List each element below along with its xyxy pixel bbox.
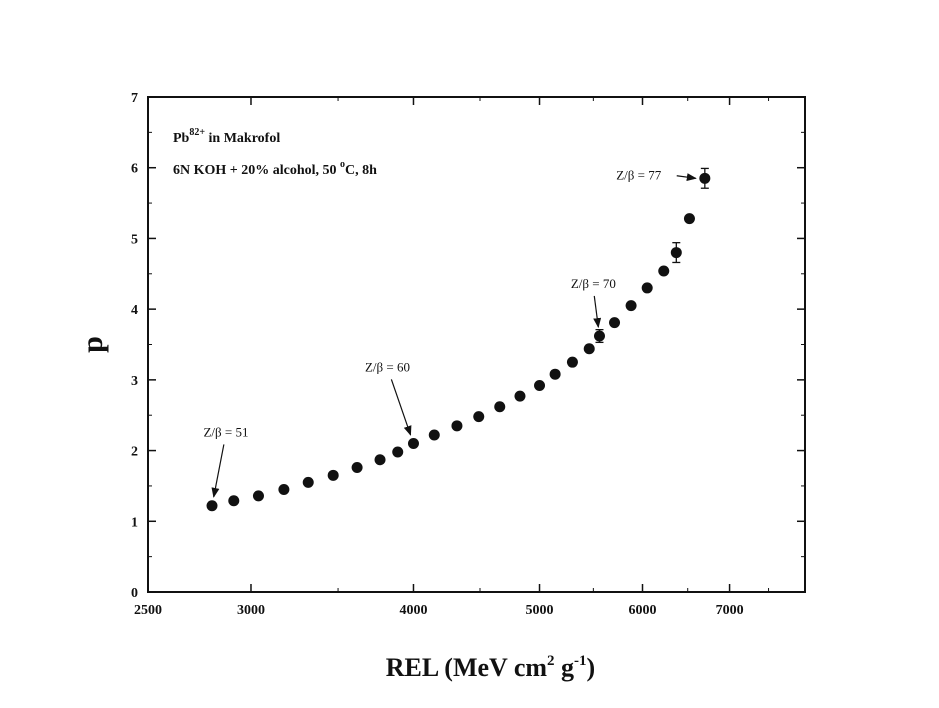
annotations: Z/β = 51 Z/β = 60 Z/β = 70 Z/β = 77: [203, 168, 697, 498]
data-point: [534, 380, 546, 392]
data-point: [609, 317, 621, 329]
axis-ticks: 2500 3000 4000 5000 6000 7000 0 1 2 3 4 5 6 7: [131, 91, 805, 618]
x-tick-label: 3000: [237, 603, 265, 618]
data-point: [641, 282, 653, 294]
y-tick-label: 4: [131, 303, 138, 318]
data-point: [473, 411, 485, 423]
data-point: [228, 495, 240, 507]
y-tick-label: 6: [131, 162, 138, 177]
x-axis-label: REL (MeV cm2 g-1): [386, 653, 595, 682]
annotation-label: Z/β = 51: [203, 424, 248, 439]
x-tick-label: 7000: [716, 603, 744, 618]
y-tick-label: 3: [131, 374, 138, 389]
data-point: [392, 446, 404, 458]
data-point: [278, 483, 290, 495]
data-point: [699, 172, 711, 184]
data-point: [658, 265, 670, 277]
data-points: [206, 167, 711, 512]
annotation-arrow: [390, 379, 412, 436]
chart-info-line-1: Pb82+ in Makrofol: [173, 127, 280, 146]
x-tick-label: 6000: [629, 603, 657, 618]
data-point: [451, 420, 463, 432]
y-tick-label: 0: [131, 586, 138, 601]
data-point: [593, 330, 605, 342]
data-point: [494, 401, 506, 413]
data-point: [566, 356, 578, 368]
y-tick-label: 1: [131, 515, 138, 530]
data-point: [549, 368, 561, 380]
annotation-arrow: [676, 173, 697, 182]
data-point: [683, 213, 695, 225]
data-point: [407, 438, 419, 449]
data-point: [625, 300, 637, 312]
data-point: [302, 476, 314, 488]
chart-info-line-2: 6N KOH + 20% alcohol, 50 oC, 8h: [173, 159, 377, 178]
data-point: [206, 500, 218, 512]
y-tick-label: 5: [131, 232, 138, 247]
data-point: [327, 469, 339, 481]
annotation-label: Z/β = 77: [616, 168, 661, 183]
data-point: [252, 490, 264, 502]
data-point: [374, 454, 386, 466]
data-point: [514, 390, 526, 402]
x-tick-label: 5000: [526, 603, 554, 618]
annotation-arrow: [211, 444, 225, 498]
data-point: [351, 462, 363, 474]
data-point: [583, 343, 595, 355]
x-tick-label: 2500: [134, 603, 162, 618]
annotation-arrow: [593, 295, 602, 329]
annotation-label: Z/β = 70: [571, 276, 616, 291]
y-tick-label: 2: [131, 445, 138, 460]
data-point: [428, 429, 440, 441]
x-tick-label: 4000: [399, 603, 427, 618]
y-tick-label: 7: [131, 91, 138, 106]
annotation-label: Z/β = 60: [365, 359, 410, 374]
y-axis-label: p: [76, 336, 109, 353]
data-point: [670, 247, 682, 259]
